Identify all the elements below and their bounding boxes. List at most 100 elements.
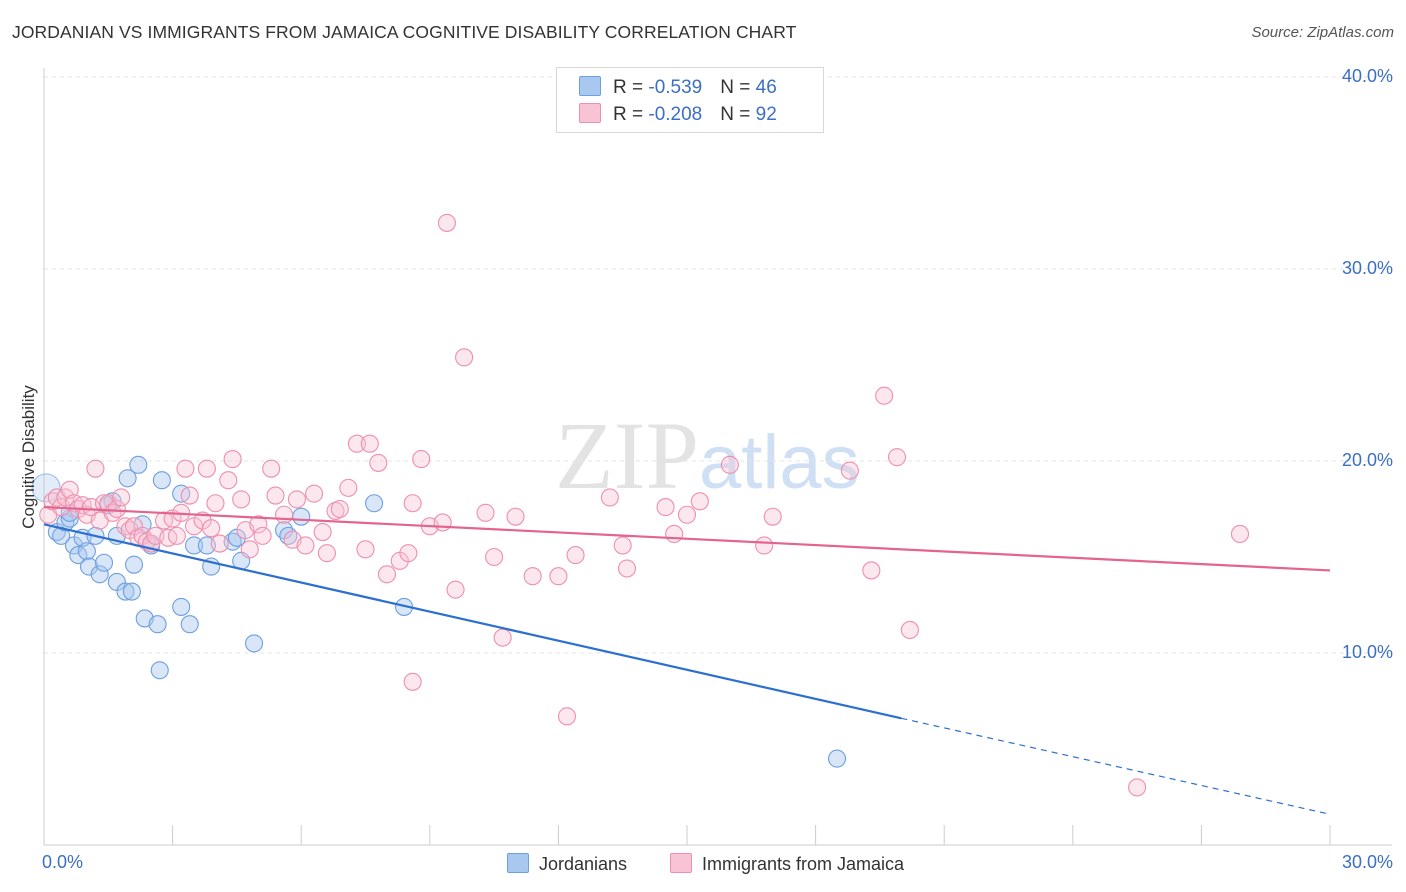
watermark: ZIPatlas — [555, 400, 860, 511]
chart-title: JORDANIAN VS IMMIGRANTS FROM JAMAICA COG… — [12, 22, 797, 42]
data-point-jamaica — [840, 461, 859, 480]
swatch-jamaica — [670, 853, 692, 873]
data-point-jamaica — [755, 536, 774, 555]
legend-swatch-jordanians — [579, 76, 601, 96]
data-point-jamaica — [557, 707, 577, 726]
data-point-jamaica — [206, 494, 225, 513]
data-point-jordanians — [827, 749, 847, 768]
data-point-jamaica — [887, 448, 907, 467]
data-point-jamaica — [197, 459, 216, 478]
data-point-jordanians — [31, 473, 61, 503]
data-point-jordanians — [129, 455, 148, 474]
data-point-jamaica — [287, 490, 306, 509]
legend-item-jordanians: Jordanians — [507, 853, 627, 875]
y-tick-label: 10.0% — [1341, 642, 1393, 662]
data-point-jamaica — [862, 561, 881, 580]
data-point-jordanians — [124, 555, 144, 574]
source-credit: Source: ZipAtlas.com — [1251, 24, 1394, 41]
data-point-jordanians — [90, 565, 109, 584]
y-tick-label: 30.0% — [1341, 258, 1393, 278]
data-point-jamaica — [60, 480, 79, 499]
data-point-jamaica — [240, 540, 259, 559]
legend-r-label: R = — [613, 77, 649, 98]
data-point-jamaica — [1230, 524, 1250, 544]
y-tick-label: 40.0% — [1341, 66, 1393, 86]
data-point-jordanians — [148, 615, 167, 634]
data-point-jordanians — [77, 542, 96, 561]
trend-line-jordanians — [43, 523, 902, 720]
y-tick-label: 20.0% — [1341, 450, 1393, 470]
data-point-jamaica — [360, 434, 379, 453]
data-point-jordanians — [69, 546, 88, 565]
data-point-jamaica — [566, 546, 585, 565]
data-point-jamaica — [347, 434, 366, 453]
data-point-jamaica — [656, 498, 675, 517]
data-point-jamaica — [313, 522, 332, 542]
x-tick-min: 0.0% — [42, 852, 84, 872]
legend-r-label: R = — [613, 104, 649, 125]
data-point-jamaica — [275, 505, 294, 524]
legend-n-label: N = — [720, 77, 756, 98]
data-point-jamaica — [339, 478, 358, 497]
correlation-legend: R = -0.539 N = 46 R = -0.208 N = 92 — [556, 67, 824, 133]
data-point-jamaica — [176, 459, 195, 478]
data-point-jamaica — [617, 559, 637, 578]
data-point-jamaica — [455, 348, 474, 367]
data-point-jordanians — [116, 582, 135, 601]
data-point-jordanians — [244, 634, 264, 653]
data-point-jamaica — [677, 505, 697, 524]
data-point-jamaica — [330, 499, 349, 519]
legend-label-jordanians: Jordanians — [539, 854, 628, 874]
data-point-jamaica — [262, 459, 281, 478]
data-point-jamaica — [399, 544, 418, 563]
data-point-jamaica — [223, 450, 242, 469]
data-point-jamaica — [523, 567, 542, 586]
data-point-jamaica — [249, 515, 268, 534]
data-point-jamaica — [167, 526, 186, 545]
trend-line-extension — [901, 717, 1331, 815]
data-point-jamaica — [437, 213, 456, 232]
data-point-jamaica — [412, 450, 431, 469]
data-point-jamaica — [875, 386, 894, 405]
legend-item-jamaica: Immigrants from Jamaica — [670, 853, 904, 875]
x-tick-max: 30.0% — [1341, 852, 1393, 872]
data-point-jamaica — [107, 499, 126, 519]
data-point-jamaica — [219, 471, 238, 490]
data-point-jamaica — [296, 536, 315, 555]
watermark-atlas: atlas — [699, 420, 860, 505]
swatch-jordanians — [507, 853, 529, 873]
data-point-jamaica — [900, 620, 919, 640]
data-point-jamaica — [506, 507, 525, 526]
data-point-jamaica — [690, 492, 709, 511]
data-point-jamaica — [356, 540, 375, 559]
data-point-jordanians — [94, 553, 114, 572]
data-point-jordanians — [292, 507, 311, 526]
data-point-jamaica — [613, 536, 632, 555]
data-point-jamaica — [763, 507, 782, 526]
data-point-jamaica — [493, 628, 512, 647]
watermark-zip: ZIP — [555, 402, 699, 509]
data-point-jamaica — [476, 503, 495, 522]
data-point-jamaica — [446, 580, 465, 599]
data-point-jamaica — [305, 484, 324, 503]
data-point-jamaica — [720, 455, 739, 474]
data-point-jamaica — [549, 567, 568, 586]
data-point-jordanians — [150, 661, 169, 680]
legend-n-value: 46 — [755, 77, 777, 98]
data-point-jordanians — [172, 597, 191, 616]
legend-r-value: -0.539 — [648, 77, 703, 98]
data-point-jamaica — [1128, 778, 1147, 797]
legend-label-jamaica: Immigrants from Jamaica — [702, 854, 905, 874]
data-point-jamaica — [232, 490, 251, 509]
y-axis-label: Cognitive Disability — [19, 385, 38, 529]
data-point-jamaica — [600, 488, 619, 507]
legend-row-jamaica: R = -0.208 N = 92 — [579, 103, 777, 125]
data-point-jamaica — [403, 672, 422, 691]
legend-swatch-jamaica — [579, 103, 601, 123]
data-point-jamaica — [86, 459, 105, 478]
data-point-jordanians — [152, 471, 171, 490]
legend-r-value: -0.208 — [648, 104, 703, 125]
data-point-jamaica — [266, 486, 285, 505]
data-point-jamaica — [317, 544, 336, 563]
